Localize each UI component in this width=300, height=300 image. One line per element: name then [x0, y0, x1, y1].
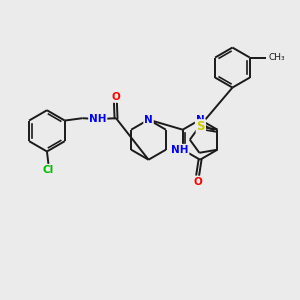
Text: O: O [111, 92, 120, 102]
Text: NH: NH [89, 114, 106, 124]
Text: N: N [196, 115, 204, 125]
Text: N: N [144, 115, 153, 125]
Text: S: S [196, 120, 205, 133]
Text: O: O [193, 176, 202, 187]
Text: NH: NH [171, 145, 188, 155]
Text: CH₃: CH₃ [268, 53, 285, 62]
Text: Cl: Cl [43, 165, 54, 175]
